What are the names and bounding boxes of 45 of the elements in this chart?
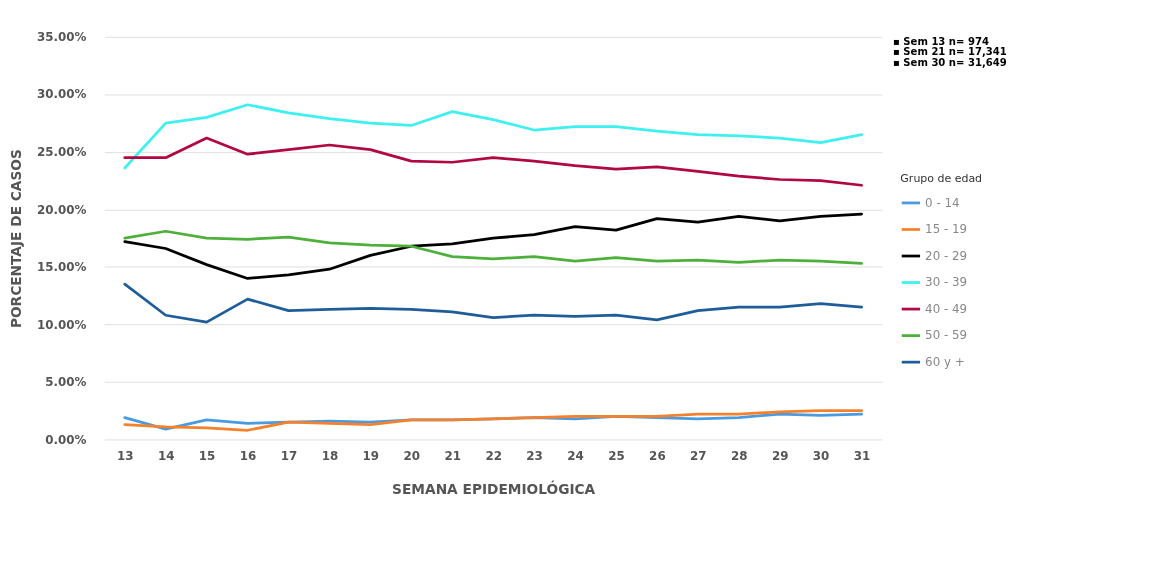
y-tick-label: 10.00% xyxy=(37,317,87,332)
y-tick-label: 15.00% xyxy=(37,260,87,275)
legend-label: 15 - 19 xyxy=(925,222,968,237)
text: ▪ Sem 13 n= 974 xyxy=(893,35,989,47)
x-tick-label: 19 xyxy=(362,449,380,464)
legend-label: 0 - 14 xyxy=(925,195,960,210)
x-tick-label: 14 xyxy=(157,449,175,464)
x-tick-label: 24 xyxy=(567,449,584,464)
x-tick-label: 30 xyxy=(812,449,830,464)
text: ▪ Sem 21 n= 17,341 xyxy=(893,46,1007,58)
x-tick-label: 31 xyxy=(853,449,871,464)
legend-label: 40 - 49 xyxy=(925,301,968,316)
line-series xyxy=(123,136,863,187)
line-series xyxy=(123,229,863,265)
x-tick-label: 22 xyxy=(485,449,502,464)
legend-label: 60 y + xyxy=(925,354,965,369)
x-axis-title: SEMANA EPIDEMIOLÓGICA xyxy=(392,479,596,497)
x-tick-label: 17 xyxy=(280,449,298,464)
legend-label: 50 - 59 xyxy=(925,328,968,343)
x-tick-label: 23 xyxy=(526,449,543,464)
x-tick-label: 29 xyxy=(771,449,789,464)
line-series xyxy=(123,282,863,324)
x-tick-label: 21 xyxy=(444,449,461,464)
x-tick-label: 15 xyxy=(198,449,216,464)
legend-label: 20 - 29 xyxy=(925,248,968,263)
y-tick-label: 35.00% xyxy=(37,29,87,44)
x-tick-label: 28 xyxy=(730,449,748,464)
y-tick-label: 0.00% xyxy=(45,432,87,447)
x-tick-label: 26 xyxy=(649,449,666,464)
y-tick-label: 20.00% xyxy=(37,202,87,217)
text: ▪ Sem 30 n= 31,649 xyxy=(893,56,1007,68)
legend-title: Grupo de edad xyxy=(900,172,983,186)
legend-label: 30 - 39 xyxy=(925,275,968,290)
y-tick-label: 5.00% xyxy=(45,375,87,390)
line-series xyxy=(123,212,863,280)
x-tick-label: 27 xyxy=(690,449,707,464)
x-tick-label: 16 xyxy=(239,449,257,464)
y-tick-label: 25.00% xyxy=(37,145,87,160)
x-tick-label: 20 xyxy=(403,449,421,464)
y-tick-label: 30.00% xyxy=(37,87,87,102)
x-tick-label: 13 xyxy=(116,449,134,464)
x-tick-label: 18 xyxy=(321,449,339,464)
x-tick-label: 25 xyxy=(608,449,625,464)
y-axis-title: PORCENTAJE DE CASOS xyxy=(8,149,25,329)
line-series xyxy=(123,103,863,170)
